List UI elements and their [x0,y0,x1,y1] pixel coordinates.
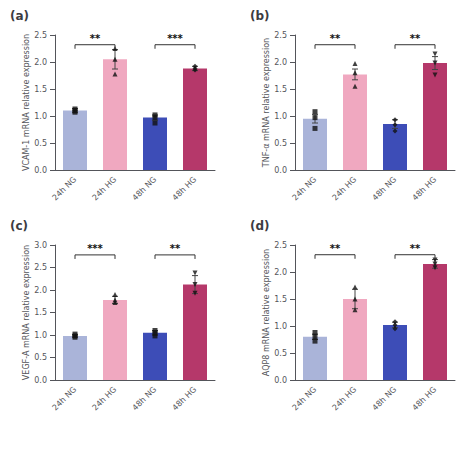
svg-text:1.5: 1.5 [34,308,47,317]
svg-text:2.0: 2.0 [274,268,287,277]
svg-text:**: ** [410,243,421,254]
svg-text:**: ** [170,243,181,254]
svg-text:1.5: 1.5 [274,85,287,94]
svg-text:1.0: 1.0 [274,112,287,121]
svg-text:VCAM-1 mRNA relative expressio: VCAM-1 mRNA relative expression [22,34,31,171]
svg-text:3.0: 3.0 [34,241,47,250]
svg-text:(c): (c) [10,219,28,233]
svg-text:***: *** [167,33,183,44]
svg-text:1.5: 1.5 [34,85,47,94]
svg-text:1.0: 1.0 [274,322,287,331]
svg-text:24h NG: 24h NG [291,385,319,413]
svg-text:**: ** [90,33,101,44]
svg-text:**: ** [330,33,341,44]
svg-text:TNF-α mRNA relative expression: TNF-α mRNA relative expression [262,38,271,168]
svg-text:0.5: 0.5 [34,139,47,148]
svg-text:24h HG: 24h HG [331,175,359,203]
svg-text:48h NG: 48h NG [371,385,399,413]
svg-text:48h HG: 48h HG [411,175,439,203]
svg-text:0.5: 0.5 [34,353,47,362]
svg-text:***: *** [87,243,103,254]
svg-text:48h HG: 48h HG [171,175,199,203]
svg-text:48h NG: 48h NG [371,175,399,203]
svg-text:**: ** [410,33,421,44]
svg-text:(b): (b) [250,9,270,23]
svg-text:2.0: 2.0 [274,58,287,67]
svg-text:48h HG: 48h HG [171,385,199,413]
svg-text:2.0: 2.0 [34,58,47,67]
svg-text:0.0: 0.0 [34,166,47,175]
svg-text:**: ** [330,243,341,254]
svg-text:0.0: 0.0 [274,166,287,175]
svg-text:1.5: 1.5 [274,295,287,304]
svg-text:2.0: 2.0 [34,286,47,295]
svg-text:48h NG: 48h NG [131,385,159,413]
svg-text:1.0: 1.0 [34,112,47,121]
svg-text:48h HG: 48h HG [411,385,439,413]
svg-text:24h NG: 24h NG [291,175,319,203]
svg-text:2.5: 2.5 [34,31,47,40]
svg-text:VEGF-A mRNA relative expressio: VEGF-A mRNA relative expression [22,245,31,380]
svg-text:24h NG: 24h NG [51,385,79,413]
svg-text:0.5: 0.5 [274,349,287,358]
svg-text:24h NG: 24h NG [51,175,79,203]
svg-text:24h HG: 24h HG [91,175,119,203]
svg-text:2.5: 2.5 [274,241,287,250]
svg-text:1.0: 1.0 [34,331,47,340]
svg-text:48h NG: 48h NG [131,175,159,203]
svg-text:(d): (d) [250,219,270,233]
svg-text:AQP8 mRNA relative expression: AQP8 mRNA relative expression [262,249,271,376]
svg-text:0.0: 0.0 [34,376,47,385]
svg-text:2.5: 2.5 [34,263,47,272]
svg-text:0.5: 0.5 [274,139,287,148]
svg-text:24h HG: 24h HG [331,385,359,413]
svg-text:0.0: 0.0 [274,376,287,385]
svg-text:(a): (a) [10,9,29,23]
svg-text:24h HG: 24h HG [91,385,119,413]
svg-text:2.5: 2.5 [274,31,287,40]
